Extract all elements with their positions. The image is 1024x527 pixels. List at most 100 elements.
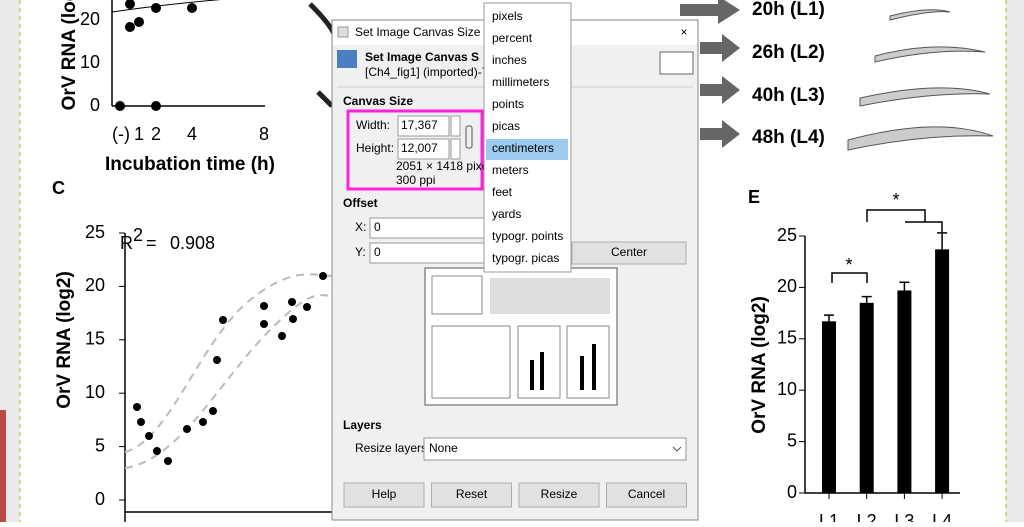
y-tick-label: 0 bbox=[90, 95, 100, 115]
x-label: Incubation time (h) bbox=[105, 154, 275, 175]
y-tick-label: 15 bbox=[777, 328, 797, 348]
y-tick-label: 0 bbox=[95, 489, 105, 509]
dialog-header: Set Image Canvas S bbox=[365, 50, 479, 64]
y-tick-label: 20 bbox=[80, 9, 100, 29]
section-heading: Canvas Size bbox=[343, 94, 413, 108]
stage-label: 20h (L1) bbox=[752, 0, 825, 20]
width-label: Width: bbox=[356, 118, 390, 132]
menu-item[interactable]: typogr. picas bbox=[492, 251, 559, 265]
resolution: 300 ppi bbox=[396, 173, 435, 187]
button-label: Help bbox=[372, 487, 397, 501]
width-spinner[interactable] bbox=[450, 115, 461, 137]
panel-top: OrV RNA (log Incubation time (h) 20 10 0 (-… bbox=[59, 0, 275, 175]
x-tick-label: L4 bbox=[932, 511, 952, 522]
bracket bbox=[831, 272, 868, 283]
button-label: Reset bbox=[456, 487, 488, 501]
height-label: Height: bbox=[356, 141, 394, 155]
point bbox=[125, 22, 135, 32]
r2-label: R bbox=[120, 233, 133, 253]
dialog-button[interactable] bbox=[343, 482, 425, 508]
error-bar bbox=[899, 281, 910, 291]
menu-selection bbox=[486, 139, 568, 160]
height-value: 12,007 bbox=[401, 141, 438, 155]
y-label: OrV RNA (log bbox=[59, 0, 80, 110]
x-tick-label: 4 bbox=[187, 124, 197, 144]
bracket bbox=[866, 209, 943, 232]
resize-select[interactable] bbox=[423, 437, 687, 461]
menu-item[interactable]: picas bbox=[492, 119, 520, 133]
x-tick-label: 1 bbox=[134, 124, 144, 144]
stage-label: 48h (L4) bbox=[752, 127, 825, 148]
header-icon bbox=[337, 50, 357, 68]
menu-item[interactable]: feet bbox=[492, 185, 513, 199]
center-button[interactable] bbox=[571, 241, 687, 265]
significance: * bbox=[845, 255, 852, 275]
y-tick-label: 5 bbox=[95, 435, 105, 455]
stage-label: 26h (L2) bbox=[752, 42, 825, 63]
y-tick-label: 15 bbox=[85, 329, 105, 349]
point bbox=[151, 101, 161, 111]
ci-curve bbox=[124, 273, 341, 453]
y-tick-label: 10 bbox=[80, 52, 100, 72]
center-label: Center bbox=[611, 245, 647, 259]
point bbox=[115, 101, 125, 111]
panel-letter: C bbox=[52, 178, 65, 198]
scatter-points bbox=[133, 272, 327, 465]
bar bbox=[822, 321, 836, 493]
menu-item[interactable]: centimeters bbox=[492, 141, 554, 155]
height-spinner[interactable] bbox=[450, 138, 461, 160]
chain-button[interactable] bbox=[465, 125, 473, 149]
bar bbox=[935, 249, 950, 493]
y-tick-label: 0 bbox=[787, 482, 797, 502]
resize-value: None bbox=[429, 441, 458, 455]
x-label: X: bbox=[355, 220, 366, 234]
point bbox=[125, 0, 135, 9]
dialog-button[interactable] bbox=[518, 482, 600, 508]
highlight-box bbox=[346, 109, 484, 191]
dialog-button[interactable] bbox=[431, 482, 512, 508]
y-label: Y: bbox=[355, 245, 366, 259]
dialog-subheader: [Ch4_fig1] (imported)-7 bbox=[365, 65, 489, 79]
y-label: OrV RNA (log2) bbox=[749, 296, 770, 434]
r2-eq: = bbox=[146, 233, 157, 253]
point bbox=[151, 3, 161, 13]
menu-item[interactable]: meters bbox=[492, 163, 529, 177]
ci-curve bbox=[124, 294, 341, 469]
x-input[interactable] bbox=[369, 217, 491, 239]
menu-item[interactable]: millimeters bbox=[492, 75, 549, 89]
menu-item[interactable]: percent bbox=[492, 31, 533, 45]
y-input[interactable] bbox=[369, 242, 491, 264]
panel-letter: E bbox=[748, 187, 760, 207]
menu-item[interactable]: points bbox=[492, 97, 524, 111]
height-input[interactable] bbox=[397, 138, 450, 160]
menu-item[interactable]: inches bbox=[492, 53, 527, 67]
error-bar bbox=[937, 232, 948, 250]
ruler-strip bbox=[0, 0, 20, 522]
y-tick-label: 5 bbox=[787, 430, 797, 450]
y-tick-label: 10 bbox=[85, 382, 105, 402]
dialog-button[interactable] bbox=[606, 482, 687, 508]
close-button[interactable]: × bbox=[680, 25, 687, 39]
y-tick-label: 25 bbox=[85, 222, 105, 242]
select-arrow bbox=[672, 446, 682, 452]
bar bbox=[859, 302, 874, 493]
section-heading: Offset bbox=[343, 196, 378, 210]
error-bar bbox=[861, 295, 872, 303]
bar bbox=[897, 290, 912, 493]
width-input[interactable] bbox=[397, 115, 450, 137]
menu-item[interactable]: typogr. points bbox=[492, 229, 563, 243]
right-strip bbox=[1006, 0, 1024, 522]
button-label: Cancel bbox=[628, 487, 665, 501]
arrows bbox=[680, 0, 740, 148]
y-tick-label: 20 bbox=[777, 276, 797, 296]
menu-item[interactable]: yards bbox=[492, 207, 521, 221]
window-title: Set Image Canvas Size bbox=[355, 25, 481, 39]
pixel-size: 2051 × 1418 pixels bbox=[396, 159, 497, 173]
stage-label: 40h (L3) bbox=[752, 85, 825, 106]
y-label: OrV RNA (log2) bbox=[54, 271, 75, 409]
menu-item[interactable]: pixels bbox=[492, 9, 523, 23]
x-tick-label: 2 bbox=[151, 124, 161, 144]
x-tick-label: L2 bbox=[857, 511, 877, 522]
